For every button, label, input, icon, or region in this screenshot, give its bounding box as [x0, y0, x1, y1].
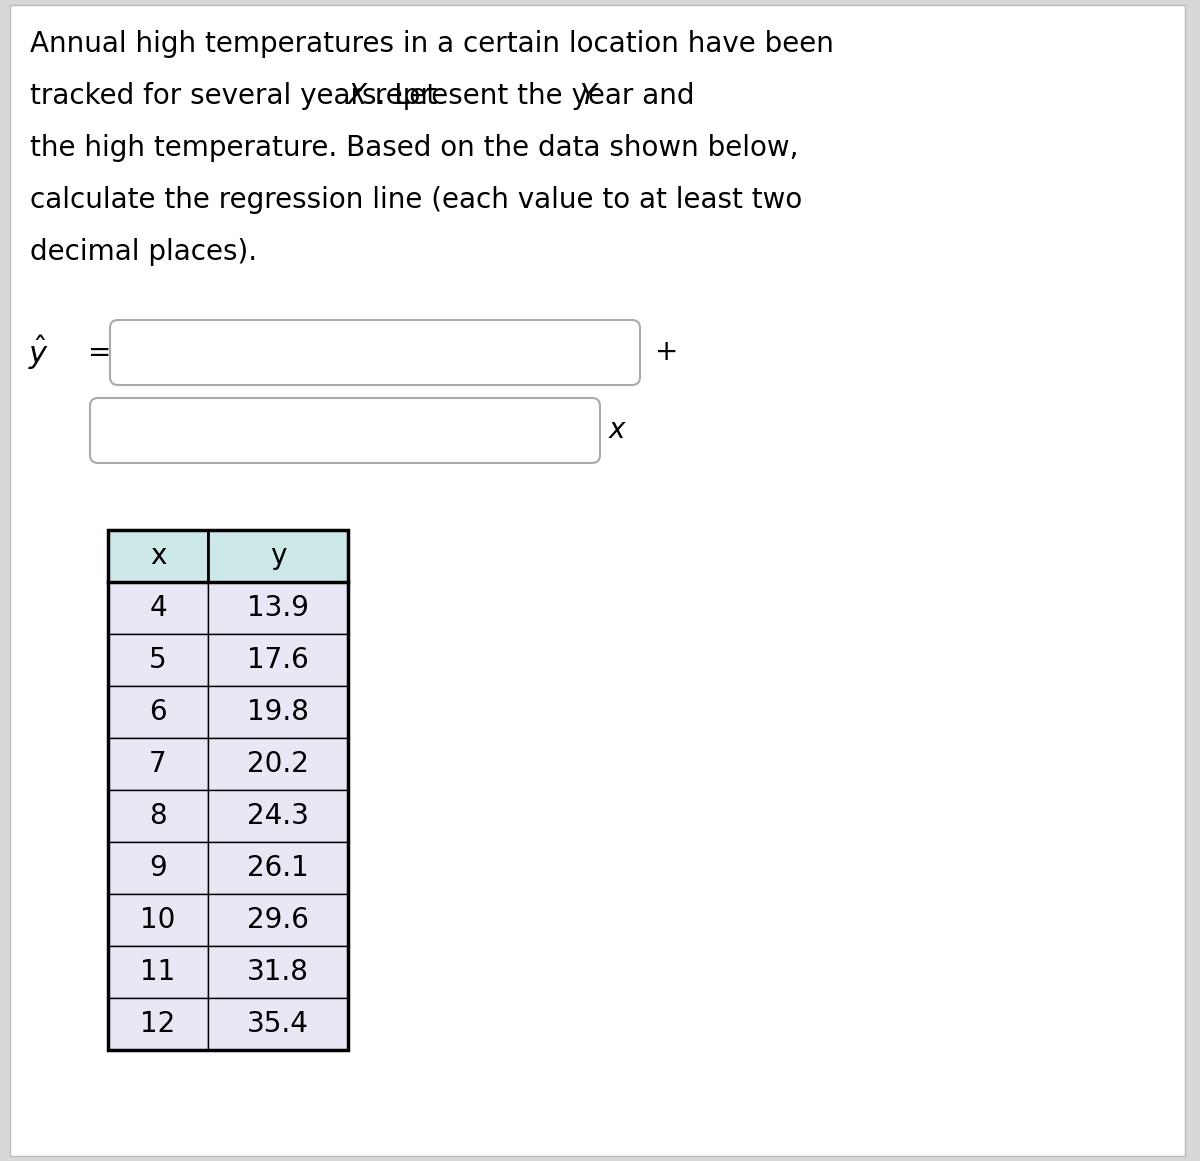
FancyBboxPatch shape	[208, 531, 348, 582]
FancyBboxPatch shape	[208, 582, 348, 634]
FancyBboxPatch shape	[10, 5, 1186, 1156]
Text: calculate the regression line (each value to at least two: calculate the regression line (each valu…	[30, 186, 803, 214]
Text: 20.2: 20.2	[247, 750, 308, 778]
Text: 10: 10	[140, 906, 175, 933]
FancyBboxPatch shape	[110, 320, 640, 385]
Text: 17.6: 17.6	[247, 646, 308, 675]
Text: Annual high temperatures in a certain location have been: Annual high temperatures in a certain lo…	[30, 30, 834, 58]
Text: $Y$: $Y$	[580, 82, 600, 110]
FancyBboxPatch shape	[108, 582, 208, 634]
Text: 24.3: 24.3	[247, 802, 308, 830]
Text: 7: 7	[149, 750, 167, 778]
FancyBboxPatch shape	[108, 998, 208, 1050]
Text: $X$: $X$	[346, 82, 368, 110]
Text: 12: 12	[140, 1010, 175, 1038]
Text: decimal places).: decimal places).	[30, 238, 257, 266]
FancyBboxPatch shape	[108, 946, 208, 998]
FancyBboxPatch shape	[208, 634, 348, 686]
FancyBboxPatch shape	[208, 894, 348, 946]
Text: =: =	[88, 339, 112, 367]
Text: 11: 11	[140, 958, 175, 986]
Text: $\hat{y}$: $\hat{y}$	[28, 333, 49, 372]
Text: the high temperature. Based on the data shown below,: the high temperature. Based on the data …	[30, 134, 798, 163]
FancyBboxPatch shape	[208, 686, 348, 738]
Text: 19.8: 19.8	[247, 698, 308, 726]
Text: +: +	[655, 339, 678, 367]
Text: 13.9: 13.9	[247, 594, 310, 622]
FancyBboxPatch shape	[108, 789, 208, 842]
FancyBboxPatch shape	[108, 842, 208, 894]
FancyBboxPatch shape	[208, 738, 348, 789]
Text: 35.4: 35.4	[247, 1010, 308, 1038]
FancyBboxPatch shape	[90, 398, 600, 463]
Text: represent the year and: represent the year and	[366, 82, 703, 110]
Text: 26.1: 26.1	[247, 854, 308, 882]
Text: 8: 8	[149, 802, 167, 830]
Text: 29.6: 29.6	[247, 906, 308, 933]
FancyBboxPatch shape	[208, 998, 348, 1050]
Text: tracked for several years. Let: tracked for several years. Let	[30, 82, 446, 110]
Text: 6: 6	[149, 698, 167, 726]
Text: 5: 5	[149, 646, 167, 675]
Text: 9: 9	[149, 854, 167, 882]
Text: 31.8: 31.8	[247, 958, 308, 986]
FancyBboxPatch shape	[108, 686, 208, 738]
FancyBboxPatch shape	[208, 789, 348, 842]
Text: $x$: $x$	[608, 417, 628, 445]
Text: x: x	[150, 542, 166, 570]
Text: 4: 4	[149, 594, 167, 622]
FancyBboxPatch shape	[108, 738, 208, 789]
FancyBboxPatch shape	[208, 946, 348, 998]
FancyBboxPatch shape	[108, 634, 208, 686]
FancyBboxPatch shape	[208, 842, 348, 894]
FancyBboxPatch shape	[108, 894, 208, 946]
FancyBboxPatch shape	[108, 531, 208, 582]
Text: y: y	[270, 542, 286, 570]
